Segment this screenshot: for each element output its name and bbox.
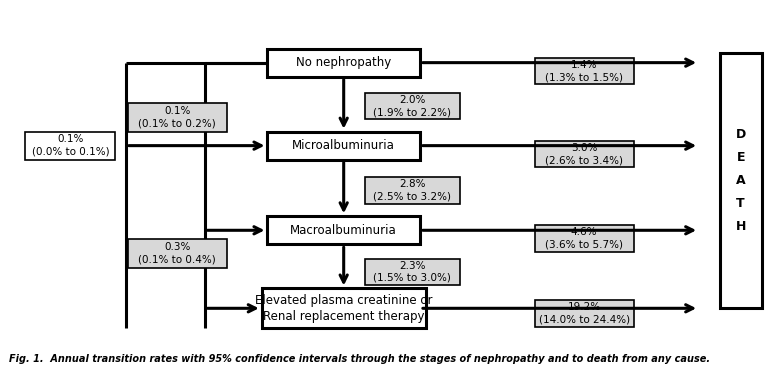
Bar	[267, 216, 420, 244]
Text: 0.1%
(0.1% to 0.2%): 0.1% (0.1% to 0.2%)	[139, 106, 216, 129]
Bar	[720, 53, 762, 308]
Bar	[534, 300, 634, 327]
Bar	[534, 225, 634, 252]
Text: Macroalbuminuria: Macroalbuminuria	[291, 224, 397, 237]
Bar	[534, 58, 634, 84]
Text: 2.8%
(2.5% to 3.2%): 2.8% (2.5% to 3.2%)	[373, 179, 451, 202]
Text: Elevated plasma creatinine or
Renal replacement therapy: Elevated plasma creatinine or Renal repl…	[255, 294, 432, 323]
Text: 2.0%
(1.9% to 2.2%): 2.0% (1.9% to 2.2%)	[373, 95, 451, 117]
Text: Fig. 1.  Annual transition rates with 95% confidence intervals through the stage: Fig. 1. Annual transition rates with 95%…	[9, 354, 710, 364]
Text: 3.0%
(2.6% to 3.4%): 3.0% (2.6% to 3.4%)	[545, 143, 623, 165]
Text: No nephropathy: No nephropathy	[296, 56, 391, 69]
Bar	[262, 288, 426, 328]
Bar	[128, 239, 227, 268]
Bar	[267, 48, 420, 77]
Bar	[128, 103, 227, 132]
Bar	[365, 177, 460, 204]
Text: 0.1%
(0.0% to 0.1%): 0.1% (0.0% to 0.1%)	[32, 134, 109, 157]
Bar	[365, 258, 460, 285]
Text: 4.6%
(3.6% to 5.7%): 4.6% (3.6% to 5.7%)	[545, 228, 623, 250]
Bar	[26, 132, 115, 160]
Bar	[365, 93, 460, 119]
Text: D
E
A
T
H: D E A T H	[735, 128, 746, 233]
Bar	[534, 141, 634, 167]
Text: 1.4%
(1.3% to 1.5%): 1.4% (1.3% to 1.5%)	[545, 60, 623, 82]
Text: 2.3%
(1.5% to 3.0%): 2.3% (1.5% to 3.0%)	[373, 261, 451, 283]
Text: 19.2%
(14.0% to 24.4%): 19.2% (14.0% to 24.4%)	[538, 302, 629, 325]
Text: Microalbuminuria: Microalbuminuria	[292, 139, 395, 152]
Bar	[267, 132, 420, 160]
Text: 0.3%
(0.1% to 0.4%): 0.3% (0.1% to 0.4%)	[139, 242, 216, 265]
